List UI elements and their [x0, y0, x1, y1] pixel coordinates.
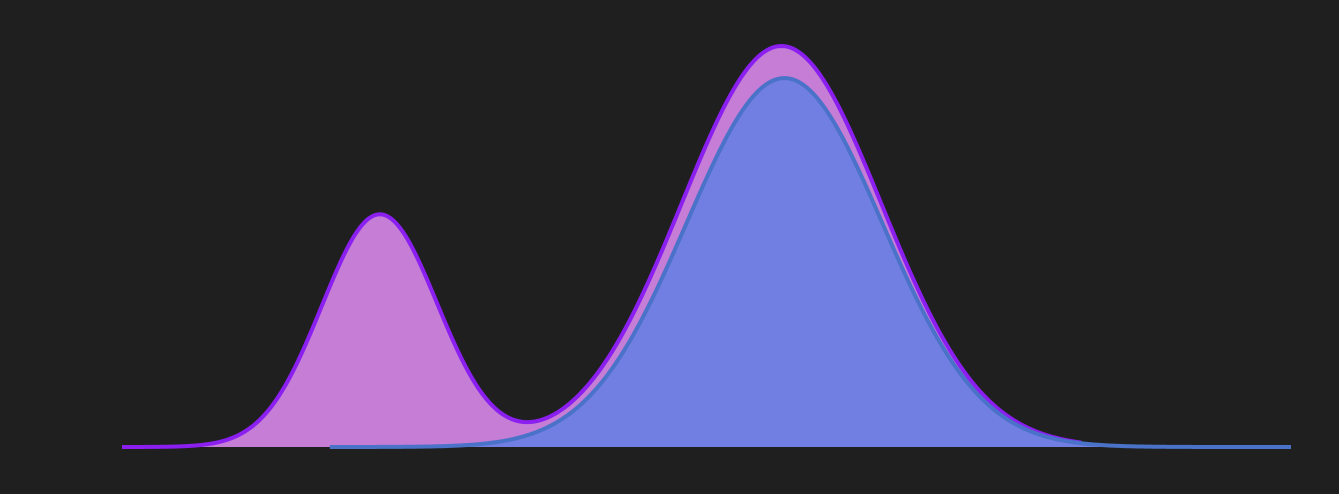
series-bimodal-line	[122, 44, 1082, 449]
series-unimodal-area	[329, 78, 1291, 447]
series-unimodal-line	[329, 76, 1291, 449]
series-unimodal	[329, 76, 1291, 449]
